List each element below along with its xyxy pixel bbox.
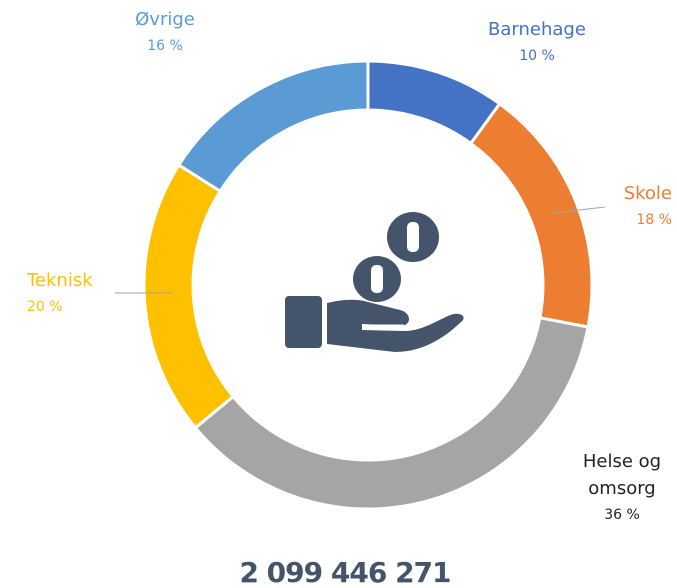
value-label: 10 % (519, 48, 555, 64)
category-label: Skole (623, 183, 672, 204)
slice-label: Helse og omsorg 36 % (572, 448, 672, 529)
center-total: 2 099 446 271 (239, 556, 451, 588)
slice-label: Øvrige 16 % (100, 6, 230, 60)
value-label: 20 % (27, 299, 63, 315)
slice-label: Skole 18 % (560, 180, 672, 234)
donut-slice (142, 162, 236, 430)
value-label: 18 % (636, 212, 672, 228)
hand-coins-icon (285, 212, 464, 352)
category-label: Teknisk (27, 270, 93, 291)
value-label: 36 % (604, 507, 640, 523)
category-label: Helse og omsorg (582, 451, 662, 499)
donut-slice (193, 316, 590, 511)
leader-line (552, 206, 606, 214)
value-label: 16 % (147, 38, 183, 54)
slice-label: Barnehage 10 % (472, 16, 602, 70)
slice-label: Teknisk 20 % (27, 267, 127, 321)
category-label: Øvrige (135, 9, 195, 30)
category-label: Barnehage (488, 19, 586, 40)
donut-slice (176, 59, 370, 194)
